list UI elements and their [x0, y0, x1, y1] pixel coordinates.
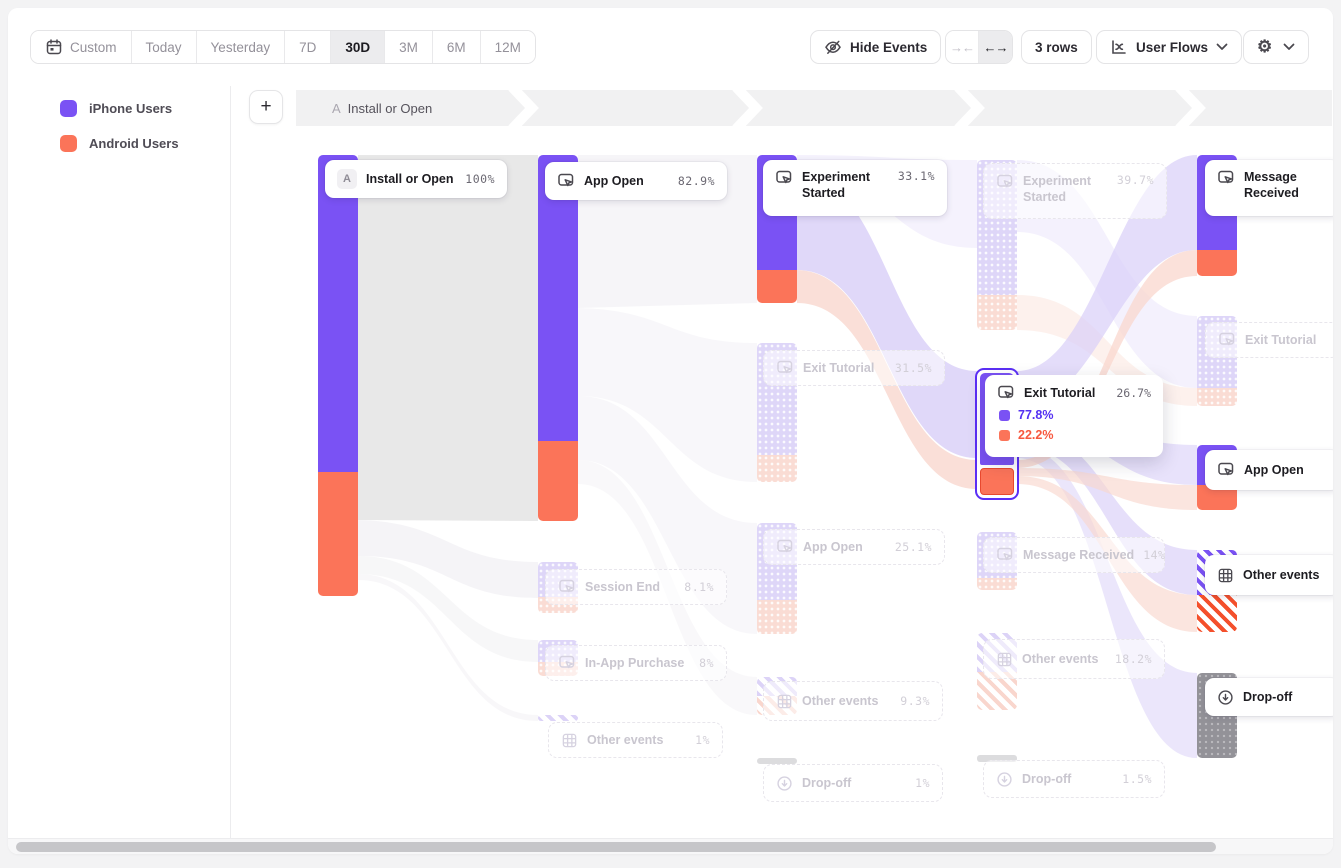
- legend-item-iphone-users[interactable]: iPhone Users: [60, 100, 172, 117]
- exit-tutorial-tooltip: Exit Tutorial 26.7% 77.8% 22.2%: [985, 375, 1163, 457]
- event-a-badge: A: [337, 169, 357, 189]
- app-tap-icon: [1218, 331, 1236, 349]
- bar-other-events-col5-android[interactable]: [1197, 595, 1237, 632]
- exit-tutorial-android-segment: [980, 468, 1014, 495]
- app-tap-icon: [558, 654, 576, 672]
- user-flows-icon: [1110, 38, 1128, 56]
- node-card-install-or-open[interactable]: A Install or Open 100%: [325, 160, 507, 198]
- node-card-session-end[interactable]: Session End 8.1%: [545, 569, 727, 605]
- date-range-custom[interactable]: Custom: [31, 31, 132, 63]
- date-range-3m[interactable]: 3M: [385, 31, 433, 63]
- bar-exit-tutorial-col3-android[interactable]: [757, 455, 797, 482]
- add-step-button[interactable]: +: [249, 90, 283, 124]
- bar-app-open-android[interactable]: [538, 441, 578, 521]
- bar-install-or-open-android[interactable]: [318, 472, 358, 596]
- bar-app-open-iphone[interactable]: [538, 155, 578, 441]
- stage-breadcrumb-bar: A Install or Open: [296, 90, 1332, 126]
- drop-off-icon: [776, 775, 793, 792]
- app-tap-icon: [776, 538, 794, 556]
- app-tap-icon: [558, 578, 576, 596]
- node-card-app-open-col3[interactable]: App Open 25.1%: [763, 529, 945, 565]
- bar-drop-off-col4[interactable]: [977, 755, 1017, 762]
- legend-item-android-users[interactable]: Android Users: [60, 135, 179, 152]
- iphone-swatch: [999, 409, 1010, 421]
- date-range-today[interactable]: Today: [131, 31, 197, 63]
- node-card-drop-off-col3[interactable]: Drop-off 1%: [763, 764, 943, 802]
- collapse-columns-button[interactable]: →←: [946, 31, 979, 63]
- android-swatch: [999, 429, 1010, 441]
- app-tap-icon: [996, 546, 1014, 564]
- app-tap-icon: [776, 359, 794, 377]
- grid-icon: [561, 732, 578, 749]
- plus-icon: +: [260, 96, 272, 117]
- grid-icon: [1217, 567, 1234, 584]
- eye-off-icon: [824, 38, 842, 56]
- date-range-control: Custom Today Yesterday 7D 30D 3M 6M 12M: [30, 30, 536, 64]
- bar-drop-off-col3[interactable]: [757, 758, 797, 764]
- rows-button[interactable]: 3 rows: [1021, 30, 1092, 64]
- bar-app-open-col3-android[interactable]: [757, 600, 797, 634]
- toolbar: Custom Today Yesterday 7D 30D 3M 6M 12M …: [8, 8, 1333, 86]
- app-tap-icon: [1217, 461, 1235, 479]
- node-card-in-app-purchase[interactable]: In-App Purchase 8%: [545, 645, 727, 681]
- node-card-app-open-col5[interactable]: App Open: [1205, 450, 1333, 490]
- iphone-share-row: 77.8%: [999, 408, 1151, 422]
- node-card-message-received-col4[interactable]: Message Received 14%: [983, 537, 1165, 573]
- date-range-label: Custom: [70, 39, 117, 55]
- node-card-other-events-col2[interactable]: Other events 1%: [548, 722, 723, 758]
- bar-message-received-col5-android[interactable]: [1197, 250, 1237, 276]
- user-flows-app-card: Custom Today Yesterday 7D 30D 3M 6M 12M …: [8, 8, 1333, 854]
- chevron-down-icon: [1216, 43, 1228, 51]
- drop-off-icon: [996, 771, 1013, 788]
- date-range-yesterday[interactable]: Yesterday: [196, 31, 286, 63]
- app-tap-icon: [557, 172, 575, 190]
- app-tap-icon: [1217, 169, 1235, 187]
- hide-events-button[interactable]: Hide Events: [810, 30, 942, 64]
- expand-columns-button[interactable]: ←→: [979, 31, 1012, 63]
- iphone-users-swatch: [60, 100, 77, 117]
- node-card-experiment-started[interactable]: Experiment Started 33.1%: [763, 160, 947, 216]
- stage-step-install-or-open[interactable]: A Install or Open: [332, 100, 433, 116]
- node-card-exit-tutorial-col3[interactable]: Exit Tutorial 31.5%: [763, 350, 945, 386]
- collapse-expand-control: →← ←→: [945, 30, 1013, 64]
- horizontal-scrollbar-thumb[interactable]: [16, 842, 1216, 852]
- settings-button[interactable]: ⚙: [1243, 30, 1310, 64]
- view-selector-button[interactable]: User Flows: [1096, 30, 1243, 64]
- date-range-30d[interactable]: 30D: [331, 31, 386, 63]
- app-tap-icon: [996, 173, 1014, 191]
- horizontal-scrollbar-track[interactable]: [8, 838, 1333, 854]
- sidebar-divider: [230, 86, 231, 838]
- node-card-message-received-col5[interactable]: Message Received: [1205, 160, 1333, 216]
- gear-icon: ⚙: [1257, 37, 1273, 56]
- drop-off-icon: [1217, 689, 1234, 706]
- android-users-swatch: [60, 135, 77, 152]
- date-range-6m[interactable]: 6M: [432, 31, 481, 63]
- bar-experiment-started-android[interactable]: [757, 270, 797, 303]
- expand-arrows-icon: ←→: [983, 39, 1009, 55]
- grid-icon: [996, 651, 1013, 668]
- bar-message-received-col4-android[interactable]: [977, 578, 1017, 590]
- node-card-other-events-col4[interactable]: Other events 18.2%: [983, 639, 1165, 679]
- bar-install-or-open-iphone[interactable]: [318, 155, 358, 472]
- chevron-down-icon: [1283, 43, 1295, 51]
- node-card-other-events-col3[interactable]: Other events 9.3%: [763, 681, 943, 721]
- node-card-drop-off-col5[interactable]: Drop-off: [1205, 678, 1333, 716]
- stage-chevron-separators: [508, 90, 1206, 126]
- node-card-app-open[interactable]: App Open 82.9%: [545, 162, 727, 200]
- app-tap-icon: [997, 384, 1015, 402]
- date-range-7d[interactable]: 7D: [285, 31, 332, 63]
- date-range-12m[interactable]: 12M: [480, 31, 535, 63]
- collapse-arrows-icon: →←: [950, 39, 975, 55]
- grid-icon: [776, 693, 793, 710]
- app-tap-icon: [775, 169, 793, 187]
- calendar-icon: [45, 38, 63, 56]
- bar-experiment-started-col4-android[interactable]: [977, 295, 1017, 330]
- node-card-drop-off-col4[interactable]: Drop-off 1.5%: [983, 760, 1165, 798]
- node-card-exit-tutorial-col5[interactable]: Exit Tutorial: [1205, 322, 1333, 358]
- bar-exit-tutorial-col5-android[interactable]: [1197, 388, 1237, 406]
- node-card-experiment-started-col4[interactable]: Experiment Started 39.7%: [983, 163, 1167, 219]
- bar-other-events-col2[interactable]: [538, 715, 578, 721]
- android-share-row: 22.2%: [999, 428, 1151, 442]
- node-card-other-events-col5[interactable]: Other events: [1205, 555, 1333, 595]
